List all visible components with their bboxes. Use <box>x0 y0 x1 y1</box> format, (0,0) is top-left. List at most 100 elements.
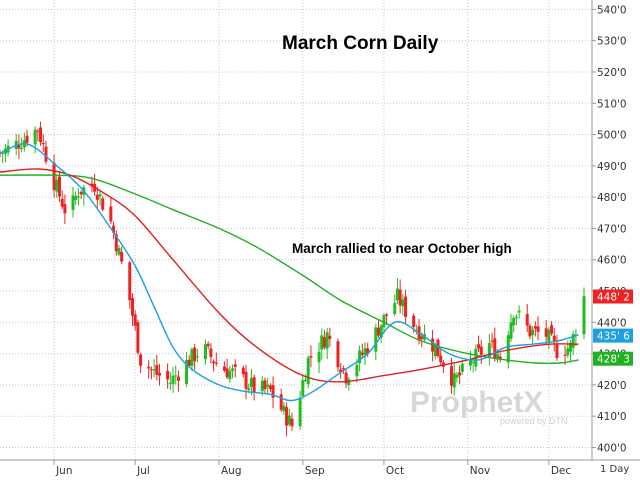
moving-average-long <box>0 174 579 365</box>
candle-up <box>190 349 194 366</box>
candle-down <box>344 372 348 384</box>
candle-up <box>460 363 464 372</box>
candle-down <box>398 289 402 306</box>
candle-up <box>582 296 586 335</box>
candle-up <box>325 332 329 349</box>
candle-down <box>290 418 294 427</box>
candle-down <box>479 346 483 355</box>
candle-down <box>498 356 502 360</box>
candle-down <box>341 368 345 370</box>
candle-up <box>468 359 472 366</box>
candle-up <box>401 299 405 307</box>
candle-up <box>33 129 37 145</box>
watermark-logo-text: ProphetX <box>410 386 543 419</box>
candle-up <box>74 196 78 200</box>
ma_short-badge <box>593 328 633 343</box>
candle-up <box>547 329 551 342</box>
candle-up <box>304 380 308 382</box>
candle-up <box>298 397 302 427</box>
prophetx-watermark: ProphetX powered by DTN <box>410 386 568 426</box>
candle-down <box>133 314 137 326</box>
chart-annotation: March rallied to near October high <box>292 241 512 256</box>
candle-down <box>193 347 197 362</box>
ma_long-badge-label: 428' 3 <box>597 354 630 366</box>
candle-down <box>377 327 381 336</box>
candle-down <box>244 371 248 389</box>
candle-down <box>120 251 124 262</box>
candle-down <box>206 343 210 347</box>
candle-up <box>506 335 510 363</box>
candle-down <box>563 354 567 356</box>
candle-down <box>241 367 245 375</box>
price-badge <box>593 289 633 304</box>
y-tick-label: 530'0 <box>597 36 627 48</box>
candle-down <box>155 364 159 375</box>
time-axis: Jun Jul Aug Sep Oct Nov Dec <box>53 460 572 477</box>
candle-up <box>471 361 475 363</box>
candle-down <box>552 335 556 342</box>
candle-up <box>98 194 102 197</box>
candle-up <box>117 248 121 255</box>
candle-down <box>555 343 559 359</box>
candle-down <box>536 326 540 332</box>
candle-down <box>222 366 226 371</box>
candle-up <box>174 375 178 377</box>
moving-averages <box>0 142 579 402</box>
candle-down <box>490 340 494 342</box>
candle-up <box>374 327 378 352</box>
candle-up <box>266 384 270 387</box>
x-tick-label: Dec <box>551 465 572 477</box>
candle-down <box>209 348 213 358</box>
price-badge-label: 448' 2 <box>597 291 630 303</box>
candle-down <box>271 385 275 398</box>
candle-down <box>44 146 48 162</box>
y-tick-label: 460'0 <box>597 255 627 267</box>
candle-up <box>317 351 321 363</box>
candle-down <box>268 385 272 390</box>
x-tick-label: Aug <box>221 465 242 477</box>
candle-down <box>166 370 170 380</box>
candle-down <box>114 234 118 252</box>
y-tick-label: 470'0 <box>597 223 627 235</box>
candle-up <box>433 344 437 357</box>
candle-up <box>55 179 59 192</box>
candle-up <box>358 350 362 364</box>
candle-up <box>382 314 386 328</box>
y-tick-label: 400'0 <box>597 442 627 454</box>
candle-down <box>550 325 554 334</box>
candle-up <box>566 348 570 356</box>
candle-down <box>450 366 454 386</box>
candle-up <box>287 415 291 425</box>
candle-down <box>436 339 440 357</box>
period-label[interactable]: 1 Day <box>600 464 629 475</box>
candle-up <box>228 370 232 380</box>
candle-down <box>130 297 134 316</box>
candle-down <box>525 314 529 326</box>
candle-down <box>128 262 132 301</box>
candle-down <box>385 314 389 316</box>
candle-down <box>109 206 113 222</box>
candle-up <box>260 380 264 392</box>
candle-down <box>112 225 116 233</box>
candle-down <box>176 376 180 381</box>
candle-up <box>487 343 491 357</box>
candle-down <box>52 162 56 190</box>
y-tick-label: 520'0 <box>597 67 627 79</box>
candle-down <box>322 337 326 348</box>
candle-up <box>379 325 383 338</box>
candle-up <box>395 288 399 301</box>
candle-down <box>149 369 153 371</box>
x-tick-label: Nov <box>470 465 491 477</box>
candle-up <box>185 360 189 385</box>
candle-down <box>39 127 43 143</box>
candle-down <box>36 130 40 132</box>
candle-down <box>309 356 313 358</box>
y-tick-label: 480'0 <box>597 192 627 204</box>
y-tick-label: 500'0 <box>597 130 627 142</box>
candle-up <box>306 357 310 384</box>
candle-down <box>233 364 237 367</box>
candle-down <box>41 142 45 145</box>
x-tick-label: Jun <box>55 465 72 477</box>
candle-down <box>336 341 340 368</box>
